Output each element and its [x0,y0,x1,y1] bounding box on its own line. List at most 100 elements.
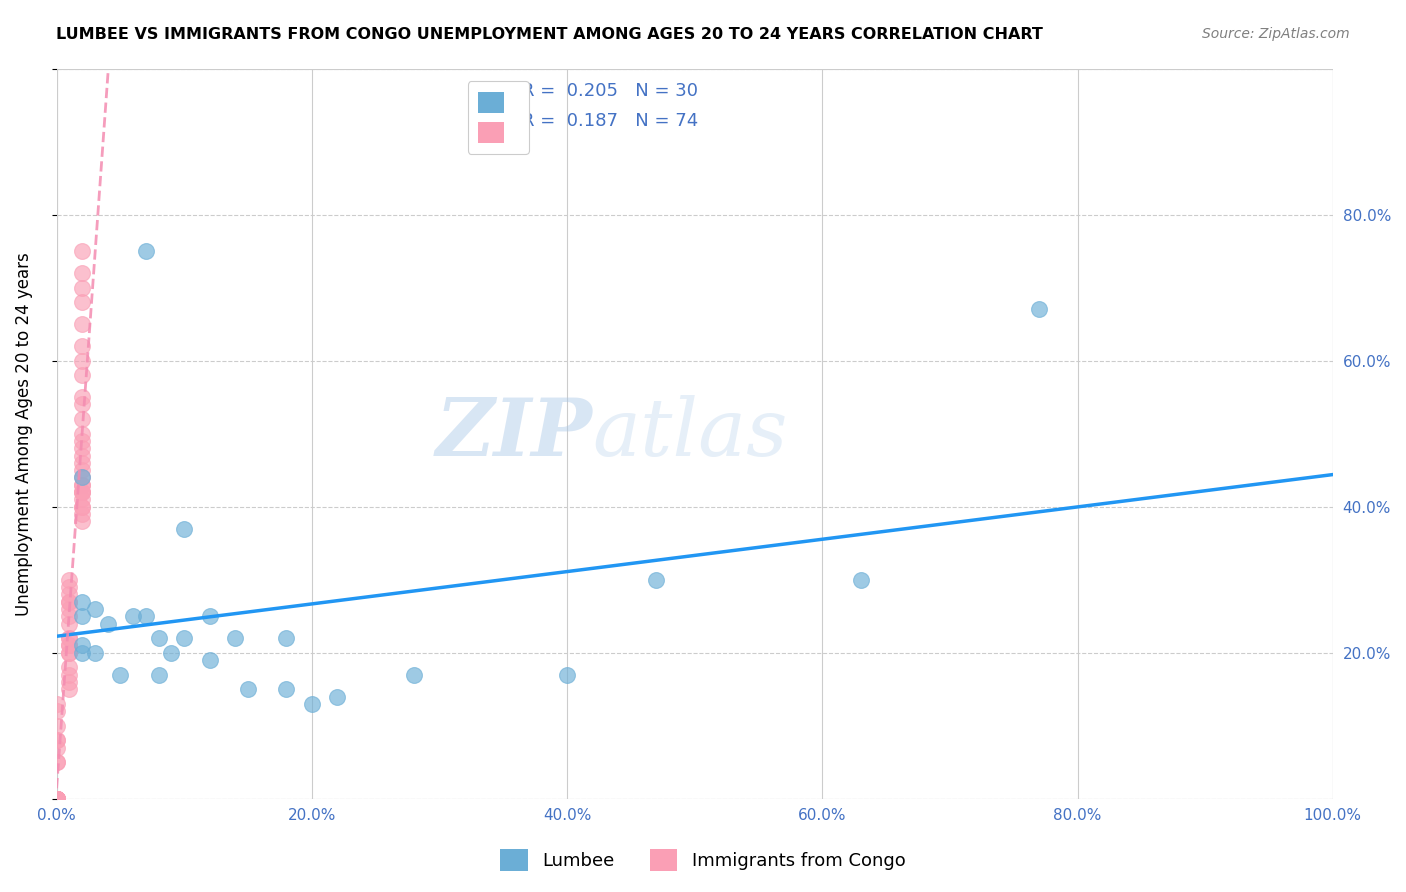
Point [58,646,80,660]
Point [70,434,93,448]
Point [45,791,67,805]
Point [70,485,93,500]
Point [45,791,67,805]
Point [45,791,67,805]
Point [70,470,93,484]
Text: atlas: atlas [592,395,787,473]
Point [45,791,67,805]
Point [58,660,80,674]
Point [70,449,93,463]
Point [645,573,668,587]
Text: Source: ZipAtlas.com: Source: ZipAtlas.com [1202,27,1350,41]
Point [70,492,93,507]
Point [70,485,93,500]
Point [70,639,93,653]
Point [70,295,93,310]
Point [70,500,93,514]
Point [70,477,93,491]
Point [70,594,93,608]
Point [58,667,80,681]
Point [70,500,93,514]
Point [45,733,67,747]
Point [45,704,67,718]
Point [83,602,105,616]
Point [45,733,67,747]
Point [45,791,67,805]
Point [148,667,170,681]
Point [83,646,105,660]
Point [70,390,93,404]
Text: LUMBEE VS IMMIGRANTS FROM CONGO UNEMPLOYMENT AMONG AGES 20 TO 24 YEARS CORRELATI: LUMBEE VS IMMIGRANTS FROM CONGO UNEMPLOY… [56,27,1043,42]
Point [45,791,67,805]
Point [70,456,93,470]
Point [58,609,80,624]
Point [58,639,80,653]
Point [70,463,93,477]
Point [70,317,93,331]
Point [45,719,67,733]
Point [58,682,80,697]
Point [70,485,93,500]
Point [45,791,67,805]
Point [45,791,67,805]
Point [58,674,80,689]
Point [70,477,93,491]
Point [70,266,93,280]
Point [70,368,93,383]
Point [45,791,67,805]
Point [58,616,80,631]
Point [45,791,67,805]
Point [58,639,80,653]
Point [70,426,93,441]
Point [135,244,157,258]
Point [301,697,323,711]
Point [45,791,67,805]
Point [45,791,67,805]
Point [45,756,67,770]
Point [198,653,221,667]
Point [70,646,93,660]
Point [110,667,132,681]
Point [1028,302,1050,317]
Point [122,609,145,624]
Text: R =  0.205   N = 30: R = 0.205 N = 30 [523,82,699,100]
Point [276,631,298,645]
Point [70,514,93,528]
Point [276,682,298,697]
Point [45,791,67,805]
Point [70,412,93,426]
Point [58,631,80,645]
Point [160,646,183,660]
Point [173,522,195,536]
Point [58,587,80,601]
Point [555,667,578,681]
Point [402,667,425,681]
Point [45,791,67,805]
Point [45,697,67,711]
Point [70,244,93,258]
Point [58,631,80,645]
Point [236,682,259,697]
Text: ZIP: ZIP [436,395,592,473]
Point [224,631,246,645]
Point [58,602,80,616]
Y-axis label: Unemployment Among Ages 20 to 24 years: Unemployment Among Ages 20 to 24 years [15,252,32,615]
Point [326,690,349,704]
Point [70,442,93,456]
Point [45,756,67,770]
Point [45,791,67,805]
Point [45,791,67,805]
Point [70,507,93,521]
Point [135,609,157,624]
Legend: , : , [468,81,529,153]
Legend: Lumbee, Immigrants from Congo: Lumbee, Immigrants from Congo [494,842,912,879]
Point [45,740,67,755]
Point [70,353,93,368]
Point [58,573,80,587]
Point [849,573,872,587]
Point [58,646,80,660]
Point [70,280,93,294]
Point [58,594,80,608]
Point [70,339,93,353]
Point [198,609,221,624]
